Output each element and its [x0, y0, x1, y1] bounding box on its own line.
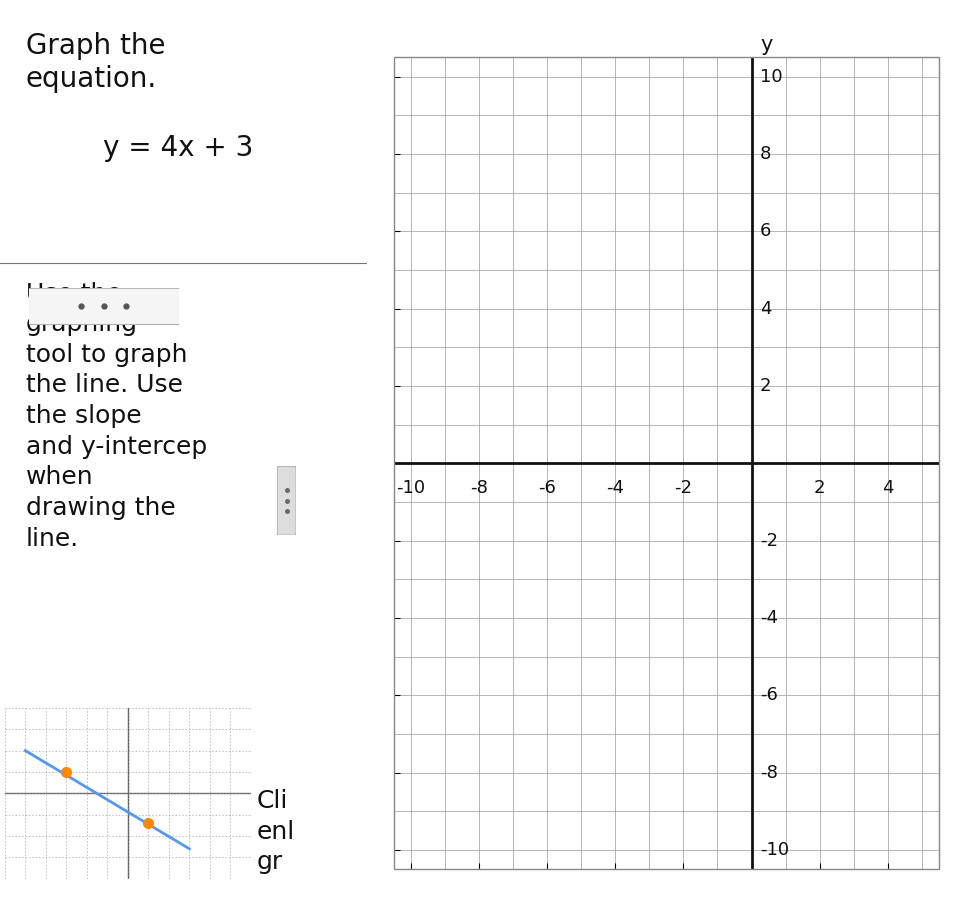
Text: 6: 6 [760, 222, 771, 240]
Text: -4: -4 [606, 479, 624, 497]
Text: y: y [760, 35, 772, 55]
Text: -2: -2 [760, 532, 778, 550]
Text: 4: 4 [882, 479, 894, 497]
Text: -8: -8 [470, 479, 488, 497]
Text: -6: -6 [760, 687, 778, 704]
Text: Graph the
equation.: Graph the equation. [26, 32, 165, 92]
Text: 4: 4 [760, 300, 772, 318]
FancyBboxPatch shape [20, 288, 187, 325]
Text: -8: -8 [760, 763, 778, 782]
Text: 8: 8 [760, 145, 771, 163]
Text: y = 4x + 3: y = 4x + 3 [102, 134, 253, 162]
Text: -4: -4 [760, 609, 778, 627]
Text: 2: 2 [813, 479, 825, 497]
Text: 2: 2 [760, 377, 772, 395]
Text: -10: -10 [760, 841, 789, 859]
Text: -10: -10 [397, 479, 426, 497]
Text: Cli
enl
gr: Cli enl gr [257, 789, 295, 874]
FancyBboxPatch shape [277, 466, 296, 535]
Text: Use the
graphing
tool to graph
the line. Use
the slope
and y-intercep
when
drawi: Use the graphing tool to graph the line.… [26, 282, 207, 551]
Text: -6: -6 [538, 479, 556, 497]
Text: 10: 10 [760, 67, 783, 86]
Text: -2: -2 [675, 479, 692, 497]
